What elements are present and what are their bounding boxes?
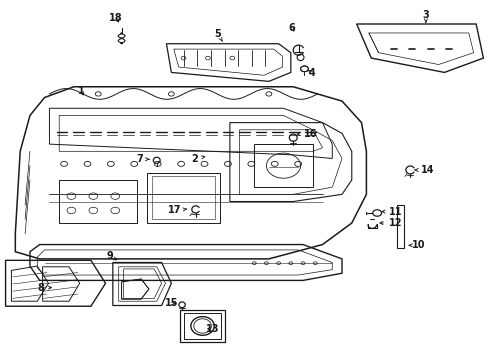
Text: 16: 16 <box>297 129 317 139</box>
Text: 9: 9 <box>106 251 116 261</box>
Text: 2: 2 <box>191 154 204 164</box>
Text: 3: 3 <box>422 10 428 23</box>
Text: 15: 15 <box>164 298 178 309</box>
Text: 12: 12 <box>379 218 402 228</box>
Text: 10: 10 <box>408 240 425 250</box>
Text: 7: 7 <box>137 154 149 164</box>
Text: 14: 14 <box>414 165 434 175</box>
Text: 1: 1 <box>78 86 84 96</box>
Text: 4: 4 <box>308 68 315 78</box>
Text: 18: 18 <box>109 13 122 23</box>
Text: 11: 11 <box>381 207 402 217</box>
Text: 13: 13 <box>205 324 219 334</box>
Text: 17: 17 <box>167 206 186 216</box>
Text: 6: 6 <box>287 23 294 33</box>
Text: 8: 8 <box>37 283 51 293</box>
Text: 5: 5 <box>214 29 222 41</box>
